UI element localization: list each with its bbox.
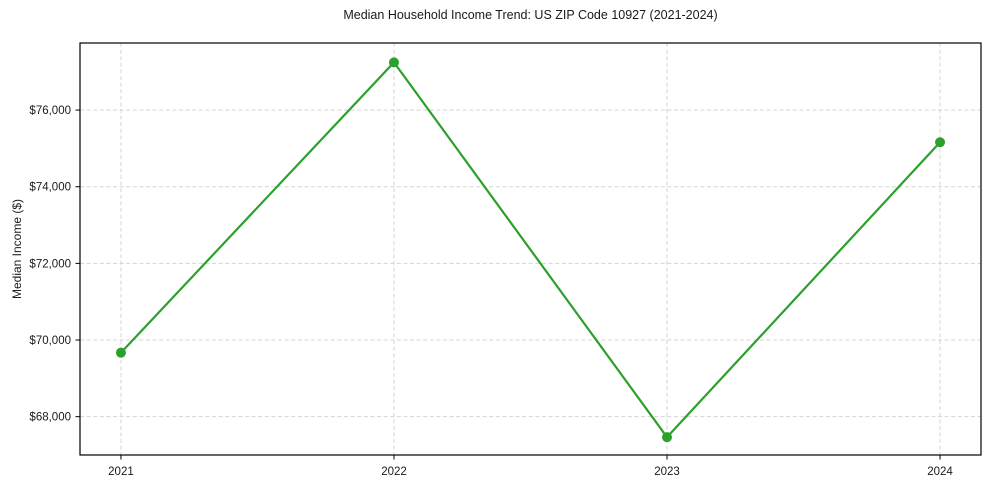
x-tick-label: 2024 [927, 466, 953, 478]
data-point [115, 347, 126, 358]
y-tick-label: $68,000 [29, 412, 71, 424]
data-point [662, 432, 673, 443]
y-tick-label: $72,000 [29, 258, 71, 270]
x-tick-label: 2021 [108, 466, 134, 478]
data-point [935, 137, 946, 148]
trend-line [119, 61, 942, 439]
chart-title: Median Household Income Trend: US ZIP Co… [343, 8, 718, 22]
data-point [388, 57, 399, 68]
x-tick-label: 2023 [654, 466, 680, 478]
x-tick-label: 2022 [381, 466, 407, 478]
y-tick-label: $76,000 [29, 105, 71, 117]
y-tick-label: $70,000 [29, 335, 71, 347]
y-tick-label: $74,000 [29, 182, 71, 194]
plot-border [79, 42, 982, 456]
